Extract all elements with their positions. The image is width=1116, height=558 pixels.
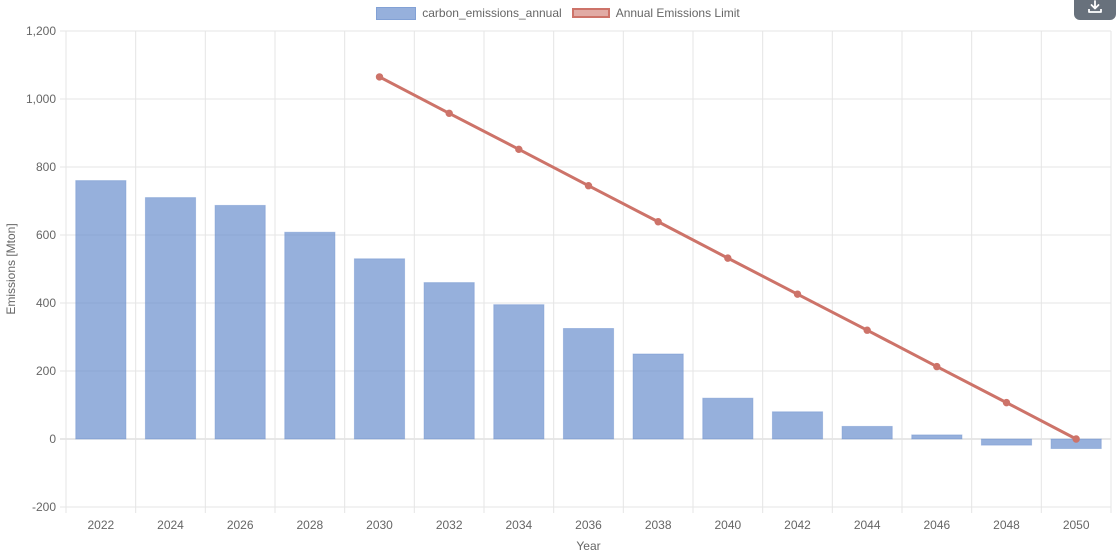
legend-label-bar: carbon_emissions_annual (422, 6, 562, 20)
x-tick-label: 2036 (575, 518, 602, 532)
y-tick-label: 400 (36, 296, 56, 310)
y-axis-title: Emissions [Mton] (4, 223, 18, 314)
x-tick-label: 2032 (436, 518, 463, 532)
bar (284, 231, 336, 440)
y-tick-label: 800 (36, 160, 56, 174)
download-icon (1088, 0, 1102, 13)
bar (632, 353, 684, 440)
bar (214, 204, 266, 440)
limit-point (933, 362, 941, 371)
y-tick-label: 600 (36, 228, 56, 242)
bar (493, 304, 545, 440)
limit-point (375, 73, 384, 81)
bar (911, 434, 963, 440)
bar (980, 438, 1033, 446)
x-tick-label: 2042 (784, 518, 811, 532)
bar (75, 180, 127, 440)
legend-swatch-bar (376, 6, 417, 20)
limit-point (584, 182, 593, 190)
chart-legend: carbon_emissions_annual Annual Emissions… (0, 6, 1116, 20)
limit-point (863, 326, 871, 334)
y-tick-label: -200 (32, 500, 56, 514)
x-tick-label: 2028 (296, 518, 323, 532)
bar (353, 258, 406, 440)
bar (562, 328, 615, 440)
x-tick-label: 2030 (366, 518, 393, 532)
x-tick-label: 2048 (993, 518, 1020, 532)
x-tick-label: 2034 (505, 518, 532, 532)
x-tick-label: 2044 (854, 518, 881, 532)
bar (423, 282, 475, 440)
y-tick-label: 1,000 (26, 92, 56, 106)
bar (841, 425, 893, 440)
bar (144, 197, 197, 440)
limit-point (445, 109, 453, 117)
y-tick-label: 200 (36, 364, 56, 378)
limit-point (654, 218, 662, 226)
bar (702, 397, 754, 440)
limit-point (1072, 435, 1080, 443)
x-axis-title: Year (576, 539, 600, 553)
x-tick-label: 2022 (87, 518, 114, 532)
y-tick-label: 1,200 (26, 24, 56, 38)
x-tick-label: 2046 (923, 518, 950, 532)
x-tick-label: 2050 (1063, 518, 1090, 532)
limit-point (515, 145, 523, 154)
legend-item-bar-series[interactable]: carbon_emissions_annual (376, 6, 562, 20)
x-tick-label: 2026 (227, 518, 254, 532)
limit-point (724, 254, 732, 262)
legend-label-line: Annual Emissions Limit (615, 6, 740, 20)
x-tick-label: 2040 (714, 518, 741, 532)
x-tick-label: 2024 (157, 518, 184, 532)
legend-item-line-series[interactable]: Annual Emissions Limit (571, 6, 740, 20)
bar (771, 411, 824, 440)
y-tick-label: 0 (49, 432, 56, 446)
legend-swatch-line (571, 8, 610, 18)
download-button[interactable] (1074, 0, 1116, 20)
limit-point (793, 290, 802, 298)
limit-point (1002, 398, 1011, 407)
x-tick-label: 2038 (645, 518, 672, 532)
